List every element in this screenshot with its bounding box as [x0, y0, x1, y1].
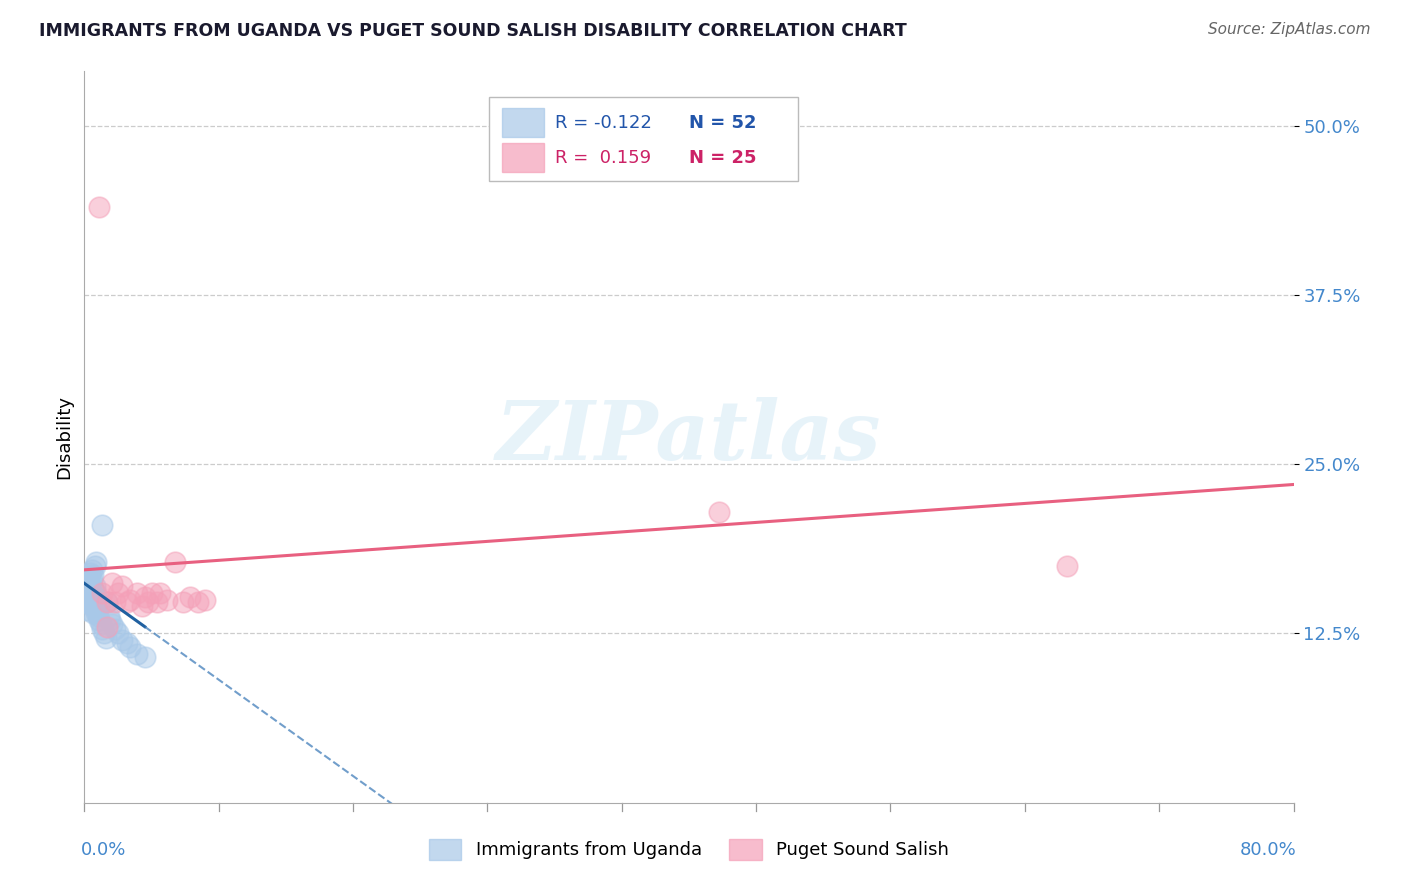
- Point: [80, 595, 103, 609]
- Point: [111, 633, 134, 648]
- Point: [76, 595, 98, 609]
- Point: [156, 592, 179, 607]
- Point: [96, 595, 118, 609]
- Point: [104, 595, 127, 609]
- Point: [98, 613, 121, 627]
- Point: [84, 558, 107, 573]
- Point: [146, 595, 169, 609]
- Bar: [502, 108, 544, 137]
- Point: [80, 563, 103, 577]
- Point: [79, 576, 101, 591]
- Point: [79, 595, 101, 609]
- Point: [76, 579, 98, 593]
- Point: [131, 599, 153, 614]
- Point: [77, 586, 100, 600]
- Point: [115, 595, 138, 609]
- Point: [86, 606, 108, 620]
- Point: [82, 592, 104, 607]
- Point: [79, 566, 101, 580]
- Point: [87, 608, 110, 623]
- Point: [89, 200, 111, 214]
- Point: [100, 576, 122, 591]
- Point: [91, 623, 114, 637]
- Point: [91, 518, 114, 533]
- Point: [1056, 558, 1078, 573]
- Point: [94, 631, 117, 645]
- Point: [136, 595, 159, 609]
- Point: [86, 595, 108, 609]
- Text: R = -0.122: R = -0.122: [555, 113, 651, 131]
- Point: [96, 620, 118, 634]
- Point: [75, 603, 97, 617]
- Point: [172, 595, 194, 609]
- Point: [87, 595, 110, 609]
- Text: 0.0%: 0.0%: [82, 841, 127, 859]
- Point: [90, 617, 112, 632]
- Point: [104, 623, 127, 637]
- Point: [165, 555, 187, 569]
- Point: [118, 640, 141, 654]
- Point: [96, 595, 118, 609]
- Point: [76, 572, 98, 586]
- FancyBboxPatch shape: [489, 97, 797, 181]
- Text: ZIPatlas: ZIPatlas: [496, 397, 882, 477]
- Point: [80, 586, 103, 600]
- Point: [134, 649, 156, 664]
- Text: N = 25: N = 25: [689, 149, 756, 167]
- Point: [86, 555, 108, 569]
- Point: [115, 636, 138, 650]
- Point: [97, 608, 120, 623]
- Point: [127, 586, 149, 600]
- Point: [77, 582, 100, 596]
- Text: IMMIGRANTS FROM UGANDA VS PUGET SOUND SALISH DISABILITY CORRELATION CHART: IMMIGRANTS FROM UGANDA VS PUGET SOUND SA…: [39, 22, 907, 40]
- Point: [149, 586, 172, 600]
- Point: [77, 579, 100, 593]
- Point: [84, 599, 107, 614]
- Point: [93, 626, 115, 640]
- Point: [134, 590, 156, 604]
- Point: [141, 586, 163, 600]
- Point: [84, 590, 107, 604]
- Point: [84, 579, 107, 593]
- Point: [80, 572, 103, 586]
- Point: [107, 586, 129, 600]
- Point: [127, 647, 149, 661]
- Point: [76, 586, 98, 600]
- Text: R =  0.159: R = 0.159: [555, 149, 651, 167]
- Point: [82, 606, 104, 620]
- Point: [709, 505, 731, 519]
- Point: [100, 617, 122, 632]
- Point: [91, 586, 114, 600]
- Point: [89, 613, 111, 627]
- Y-axis label: Disability: Disability: [55, 395, 73, 479]
- Point: [107, 626, 129, 640]
- Point: [77, 592, 100, 607]
- Point: [194, 592, 217, 607]
- Bar: [502, 143, 544, 172]
- Text: N = 52: N = 52: [689, 113, 756, 131]
- Point: [187, 595, 209, 609]
- Point: [179, 590, 201, 604]
- Point: [86, 586, 108, 600]
- Point: [111, 579, 134, 593]
- Point: [79, 586, 101, 600]
- Point: [77, 576, 100, 591]
- Point: [89, 599, 111, 614]
- Point: [80, 599, 103, 614]
- Legend: Immigrants from Uganda, Puget Sound Salish: Immigrants from Uganda, Puget Sound Sali…: [422, 831, 956, 867]
- Point: [82, 568, 104, 582]
- Point: [118, 592, 141, 607]
- Text: 80.0%: 80.0%: [1240, 841, 1296, 859]
- Text: Source: ZipAtlas.com: Source: ZipAtlas.com: [1208, 22, 1371, 37]
- Point: [75, 595, 97, 609]
- Point: [82, 582, 104, 596]
